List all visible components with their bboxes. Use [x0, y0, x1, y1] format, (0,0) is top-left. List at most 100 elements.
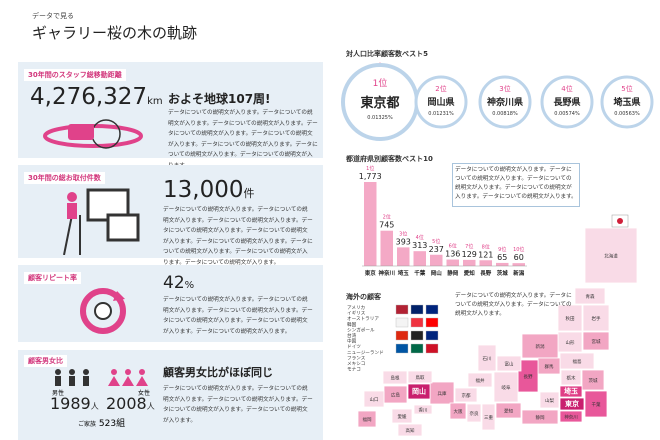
rank-label: 4位 — [561, 84, 572, 93]
map-label: 兵庫 — [438, 390, 447, 397]
value-label: 121 — [478, 250, 493, 259]
family-label: ご家族 — [78, 421, 97, 428]
panel: 顧客リピート率 42% データについての説明文が入ります。データについての説明文… — [18, 265, 323, 342]
stat: 13,000件 — [163, 177, 254, 203]
rank-label: 4位 — [416, 234, 424, 241]
x-tick-label: 埼玉 — [398, 269, 410, 277]
x-tick-label: 長野 — [480, 269, 492, 277]
description: データについての説明文が入ります。データについての説明文が入ります。データについ… — [163, 297, 313, 335]
value-label: 1,773 — [359, 172, 382, 181]
value-label: 237 — [429, 245, 444, 254]
rank-label: 9位 — [498, 246, 506, 253]
stat-unit: km — [147, 96, 163, 107]
country-label: フランス — [347, 355, 366, 361]
map-region — [481, 403, 496, 431]
rank-ratio: 0.01231% — [428, 111, 454, 117]
map-label: 富山 — [505, 361, 514, 368]
map-label: 愛媛 — [398, 413, 407, 420]
country-label: 中国 — [347, 338, 357, 345]
description: データについての説明文が入ります。データについての説明文が入ります。データについ… — [163, 207, 313, 266]
flag-icon — [410, 304, 424, 315]
female-value: 2008 — [106, 394, 147, 413]
map-label: 愛知 — [504, 408, 513, 415]
panel: 顧客男女比 顧客男女比がほぼ同じ データについての説明文が入ります。データについ… — [18, 350, 323, 440]
value-label: 745 — [379, 221, 394, 230]
map-label: 青森 — [586, 293, 595, 300]
map-label: 埼玉 — [564, 387, 578, 396]
map-label: 岩手 — [592, 315, 601, 322]
panel-heading: 30年間のスタッフ総移動距離 — [24, 69, 126, 81]
map-label: 群馬 — [545, 363, 554, 370]
map-label: 奈良 — [470, 410, 479, 417]
country-label: メキシコ — [347, 361, 365, 367]
map-label: 長野 — [524, 373, 533, 380]
flag-icon — [395, 304, 409, 315]
rank-circle — [478, 75, 532, 129]
map-label: 神奈川 — [564, 414, 578, 421]
stat-value: 42 — [163, 273, 185, 293]
map-label: 宮城 — [592, 338, 601, 345]
stat-unit: % — [184, 280, 195, 291]
rank-ratio: 0.00818% — [492, 111, 518, 117]
panel-heading: 30年間の総お取付件数 — [24, 172, 105, 184]
map-label: 島根 — [391, 375, 400, 382]
x-tick-label: 新潟 — [513, 269, 525, 277]
map-label: 北海道 — [604, 253, 618, 260]
map-label: 香川 — [419, 407, 428, 414]
bar — [397, 247, 410, 266]
bar — [512, 263, 525, 266]
stat-value: 4,276,327 — [30, 84, 148, 110]
bar — [364, 182, 377, 266]
flag-icon — [395, 317, 409, 328]
country-label: オーストラリア — [347, 316, 379, 322]
x-tick-label: 東京 — [365, 269, 377, 277]
map-label: 岡山 — [412, 387, 426, 396]
map-label: 福井 — [476, 377, 485, 384]
rank-name: 長野県 — [553, 97, 580, 108]
map-region — [449, 402, 467, 420]
bar — [380, 230, 393, 266]
map-region — [560, 369, 582, 386]
map-label: 大阪 — [454, 408, 463, 415]
map-label: 秋田 — [566, 315, 575, 322]
rank-circle — [540, 75, 594, 129]
stat: 4,276,327km — [30, 84, 163, 110]
country-label: シンガポール — [347, 326, 375, 333]
map-label: 栃木 — [567, 375, 576, 382]
flag-icon — [395, 330, 409, 341]
country-label: ニュージーランド — [347, 350, 384, 356]
map-region — [391, 408, 413, 424]
rank-label: 6位 — [449, 243, 457, 250]
map-region — [454, 387, 478, 403]
map-region — [539, 391, 560, 409]
icon — [80, 288, 126, 334]
rank-label: 2位 — [435, 84, 446, 93]
map-label: 福岡 — [363, 416, 372, 423]
map-label: 東京 — [565, 399, 579, 408]
x-tick-label: 岡山 — [431, 269, 443, 277]
kicker: データで見る — [32, 12, 74, 20]
flag-icon — [410, 317, 424, 328]
map-region — [559, 410, 583, 423]
x-tick-label: 静岡 — [447, 269, 459, 277]
description: データについての説明文が入ります。データについての説明文が入ります。データについ… — [163, 386, 313, 424]
male-unit: 人 — [90, 402, 99, 411]
male-count: 1989人 — [50, 394, 99, 413]
rank-label: 5位 — [432, 238, 440, 245]
map-label: 岐阜 — [502, 384, 511, 391]
bar — [496, 262, 509, 266]
map-label: 石川 — [483, 356, 492, 362]
rank-ratio: 0.00563% — [614, 111, 640, 117]
country-label: 韓国 — [347, 321, 357, 328]
stat-value: 13,000 — [163, 177, 244, 203]
map-label: 三重 — [484, 414, 493, 421]
rank-name: 神奈川県 — [487, 96, 523, 108]
rank-label: 1位 — [373, 77, 388, 89]
value-label: 393 — [396, 237, 411, 246]
family: ご家族 523組 — [78, 416, 125, 429]
panel-heading: 顧客リピート率 — [24, 272, 81, 284]
page-title: ギャラリー桜の木の軌跡 — [32, 24, 198, 42]
female-label: 女性 — [138, 390, 151, 397]
female-count: 2008人 — [106, 394, 155, 413]
map-region — [357, 410, 377, 428]
